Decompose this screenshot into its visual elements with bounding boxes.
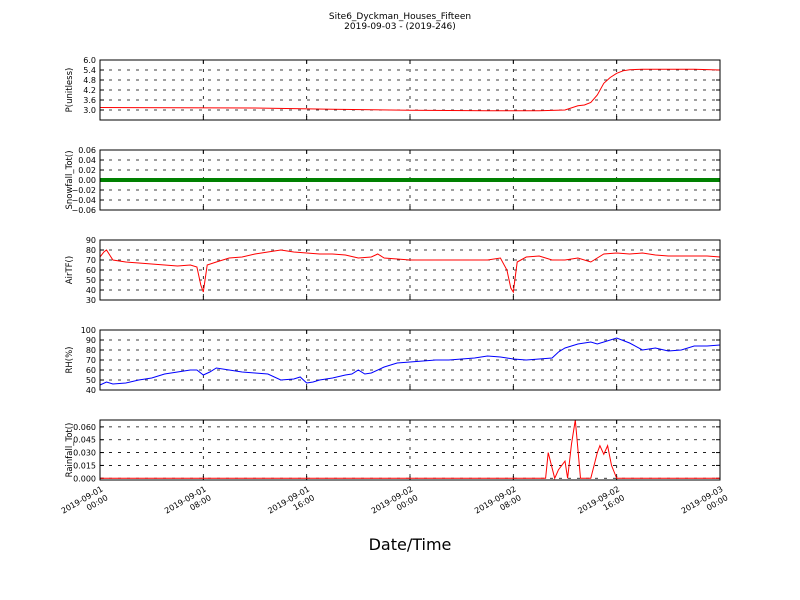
y-tick-label: 0.06	[78, 146, 96, 155]
y-tick-label: 60	[86, 366, 96, 375]
y-axis-label: Snowfall_Tot()	[65, 150, 75, 209]
panel-2: 0.060.040.020.00−0.02−0.04−0.06Snowfall_…	[65, 146, 721, 215]
axes-frame	[99, 149, 721, 211]
y-tick-label: −0.04	[71, 196, 96, 205]
y-tick-label: −0.02	[71, 186, 96, 195]
x-tick-label: 2019-09-0100:00	[60, 485, 110, 525]
y-tick-label: 30	[86, 296, 96, 305]
axes-frame	[99, 419, 721, 481]
axes-frame	[99, 239, 721, 301]
figure-title: Site6_Dyckman_Houses_Fifteen	[329, 12, 471, 22]
y-tick-label: 0.04	[78, 156, 96, 165]
y-tick-label: 40	[86, 286, 96, 295]
y-tick-label: 0.02	[78, 166, 96, 175]
panel-1: 6.05.44.84.23.63.0 P(unitless)	[65, 56, 721, 121]
y-tick-label: 60	[86, 266, 96, 275]
y-tick-label: 90	[86, 236, 96, 245]
y-tick-label: 70	[86, 356, 96, 365]
x-tick-label: 2019-09-0116:00	[266, 485, 316, 525]
y-axis-label: P(unitless)	[65, 68, 75, 113]
y-tick-label: 40	[86, 386, 96, 395]
y-tick-label: 6.0	[83, 56, 96, 65]
axes-frame	[99, 59, 721, 121]
y-tick-label: 80	[86, 246, 96, 255]
series-line	[99, 337, 721, 386]
x-tick-label: 2019-09-0216:00	[576, 485, 626, 525]
axes-frame	[99, 329, 721, 391]
y-tick-label: 0.000	[73, 474, 96, 483]
y-tick-label: 3.0	[83, 106, 96, 115]
y-axis-label: AirTF()	[65, 256, 75, 284]
y-tick-label: 0.030	[73, 449, 96, 458]
x-tick-label: 2019-09-0300:00	[680, 485, 730, 525]
figure-subtitle: 2019-09-03 - (2019-246)	[344, 22, 456, 32]
y-tick-label: 0.015	[73, 461, 96, 470]
x-tick-labels: 2019-09-0100:00 2019-09-0108:00 2019-09-01…	[60, 485, 730, 525]
x-tick-label: 2019-09-0208:00	[473, 485, 523, 525]
x-tick-label: 2019-09-0108:00	[163, 485, 213, 525]
y-tick-label: 4.2	[83, 86, 96, 95]
y-tick-label: 0.00	[78, 176, 96, 185]
series-line	[99, 249, 721, 294]
y-tick-label: 50	[86, 376, 96, 385]
series-line	[99, 68, 721, 112]
y-axis-label: Rainfall_Tot()	[65, 423, 75, 478]
y-tick-label: 0.045	[73, 436, 96, 445]
y-tick-label: 0.060	[73, 423, 96, 432]
y-tick-label: 4.8	[83, 76, 96, 85]
y-tick-label: 70	[86, 256, 96, 265]
series-line	[100, 419, 720, 480]
y-tick-label: 80	[86, 346, 96, 355]
x-axis-label: Date/Time	[369, 535, 452, 554]
panels: 6.05.44.84.23.63.0P(unitless)0.060.040.0…	[65, 56, 721, 483]
y-tick-label: 50	[86, 276, 96, 285]
y-axis-label: RH(%)	[65, 346, 75, 373]
y-tick-label: 5.4	[83, 66, 96, 75]
y-tick-label: −0.06	[71, 206, 96, 215]
y-tick-label: 3.6	[83, 96, 96, 105]
y-tick-label: 100	[81, 326, 96, 335]
y-tick-label: 90	[86, 336, 96, 345]
x-tick-label: 2019-09-0200:00	[370, 485, 420, 525]
